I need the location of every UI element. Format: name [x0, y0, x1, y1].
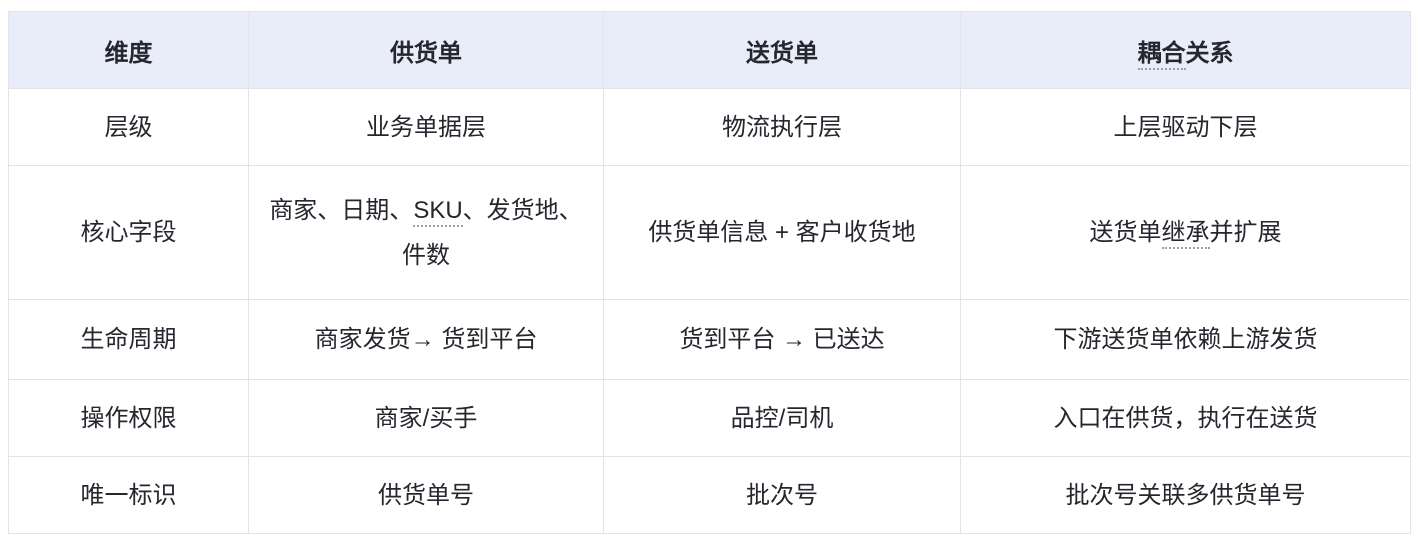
- coupling-post-text: 并扩展: [1209, 219, 1282, 246]
- cell-delivery: 批次号: [603, 456, 961, 534]
- cell-dimension: 操作权限: [8, 379, 249, 457]
- supply-fields-post-text: 、发货地、件数: [402, 196, 583, 269]
- cell-coupling: 下游送货单依赖上游发货: [960, 299, 1411, 380]
- header-cell-dimension: 维度: [8, 11, 249, 89]
- cell-supply: 供货单号: [248, 456, 604, 534]
- comparison-table-container: 维度 供货单 送货单 耦合关系 层级 业务单据层 物流执行层 上层驱动下层 核心…: [8, 11, 1411, 534]
- cell-supply: 商家/买手: [248, 379, 604, 457]
- coupling-pre-text: 送货单: [1089, 219, 1162, 246]
- cell-supply: 业务单据层: [248, 88, 604, 166]
- cell-delivery: 物流执行层: [603, 88, 961, 166]
- table-header-row: 维度 供货单 送货单 耦合关系: [8, 11, 1411, 89]
- table-row-lifecycle: 生命周期 商家发货→ 货到平台 货到平台 → 已送达 下游送货单依赖上游发货: [8, 299, 1411, 380]
- cell-coupling: 入口在供货，执行在送货: [960, 379, 1411, 457]
- supply-fields-pre-text: 商家、日期、: [269, 196, 414, 224]
- cell-dimension: 生命周期: [8, 299, 249, 380]
- table-row-core-fields: 核心字段 商家、日期、SKU、发货地、件数 供货单信息 + 客户收货地 送货单继…: [8, 165, 1411, 300]
- comparison-table: 维度 供货单 送货单 耦合关系 层级 业务单据层 物流执行层 上层驱动下层 核心…: [8, 11, 1411, 534]
- coupling-inherit-underlined-text: 继承: [1161, 219, 1210, 249]
- cell-dimension: 唯一标识: [8, 456, 249, 534]
- supply-fields-sku-underlined-text: SKU: [413, 196, 463, 227]
- table-row-unique-id: 唯一标识 供货单号 批次号 批次号关联多供货单号: [8, 456, 1411, 534]
- cell-coupling: 批次号关联多供货单号: [960, 456, 1411, 534]
- cell-dimension: 层级: [8, 88, 249, 166]
- cell-delivery: 货到平台 → 已送达: [603, 299, 961, 380]
- table-row-level: 层级 业务单据层 物流执行层 上层驱动下层: [8, 88, 1411, 166]
- header-coupling-rest-text: 关系: [1185, 39, 1234, 67]
- table-row-permissions: 操作权限 商家/买手 品控/司机 入口在供货，执行在送货: [8, 379, 1411, 457]
- header-cell-coupling: 耦合关系: [960, 11, 1411, 89]
- cell-coupling: 送货单继承并扩展: [960, 165, 1411, 300]
- cell-coupling: 上层驱动下层: [960, 88, 1411, 166]
- cell-dimension: 核心字段: [8, 165, 249, 300]
- header-cell-supply-order: 供货单: [248, 11, 604, 89]
- header-coupling-underlined-text: 耦合: [1137, 39, 1186, 70]
- cell-delivery: 品控/司机: [603, 379, 961, 457]
- cell-supply: 商家、日期、SKU、发货地、件数: [248, 165, 604, 300]
- header-cell-delivery-order: 送货单: [603, 11, 961, 89]
- cell-delivery: 供货单信息 + 客户收货地: [603, 165, 961, 300]
- cell-supply: 商家发货→ 货到平台: [248, 299, 604, 380]
